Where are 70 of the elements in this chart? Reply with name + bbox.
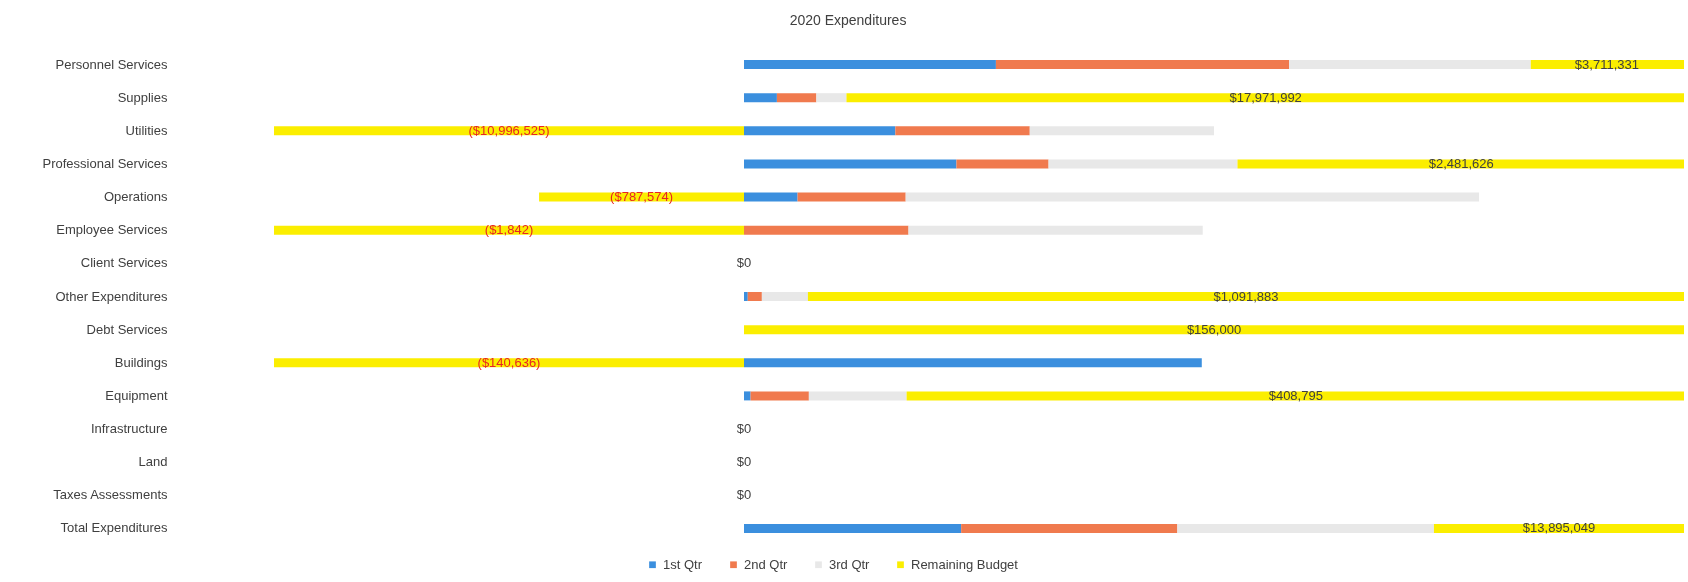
y-tick-label: Land	[138, 454, 168, 470]
annotation: $0	[736, 255, 752, 271]
bar	[744, 325, 1684, 335]
y-tick-label: Professional Services	[42, 155, 168, 171]
bar	[1237, 159, 1684, 169]
bar	[956, 159, 1049, 169]
annotation: ($140,636)	[477, 354, 541, 370]
legend-label: Remaining Budget	[911, 556, 1019, 572]
bar	[744, 523, 962, 533]
annotation: $156,000	[1186, 321, 1242, 337]
annotation: $0	[736, 421, 752, 437]
legend-label: 1st Qtr	[663, 556, 703, 572]
y-tick-label: Utilities	[125, 122, 168, 138]
chart-title: 2020 Expenditures	[789, 12, 907, 28]
bar	[744, 159, 957, 169]
bar	[744, 192, 798, 202]
bar	[1177, 523, 1434, 533]
annotation: $408,795	[1268, 387, 1323, 403]
y-tick-label: Debt Services	[86, 321, 168, 337]
bar	[1029, 126, 1214, 136]
bar	[744, 60, 996, 70]
bar	[808, 391, 907, 401]
y-tick-label: Other Expenditures	[55, 288, 168, 304]
y-tick-label: Equipment	[105, 387, 168, 403]
y-tick-label: Total Expenditures	[60, 520, 168, 536]
bar	[747, 292, 762, 301]
annotation: $2,481,626	[1428, 155, 1494, 171]
bar	[1289, 60, 1531, 70]
annotation: $1,091,883	[1213, 288, 1279, 304]
y-tick-label: Operations	[103, 189, 168, 205]
y-tick-label: Client Services	[80, 255, 168, 271]
y-tick-label: Taxes Assessments	[53, 487, 168, 503]
legend-label: 3rd Qtr	[829, 556, 871, 572]
bar	[744, 358, 1202, 368]
bar	[744, 93, 777, 103]
bar	[961, 523, 1178, 533]
legend-label: 2nd Qtr	[744, 556, 789, 572]
bar	[744, 292, 748, 301]
annotation: ($10,996,525)	[468, 122, 550, 138]
bar	[1048, 159, 1238, 169]
bar	[995, 60, 1290, 70]
annotation: $0	[736, 487, 752, 503]
annotation: $17,971,992	[1229, 89, 1302, 105]
bar	[750, 391, 809, 401]
bar	[274, 358, 744, 368]
annotation: $3,711,331	[1574, 56, 1639, 72]
bar	[776, 93, 817, 103]
bar	[274, 126, 744, 136]
y-tick-label: Personnel Services	[55, 56, 168, 72]
bar	[906, 391, 1684, 401]
y-tick-label: Supplies	[117, 89, 168, 105]
y-tick-label: Buildings	[114, 354, 168, 370]
bar	[797, 192, 906, 202]
bar	[905, 192, 1480, 202]
annotation: $0	[736, 454, 752, 470]
bar	[744, 225, 909, 235]
annotation: ($1,842)	[484, 222, 534, 238]
bar	[761, 292, 808, 301]
y-tick-label: Employee Services	[56, 222, 168, 238]
bar	[744, 391, 751, 401]
bar	[908, 225, 1203, 235]
annotation: ($787,574)	[610, 189, 673, 205]
bar	[816, 93, 847, 103]
bar	[744, 126, 896, 136]
bar	[895, 126, 1030, 136]
bar	[274, 225, 744, 235]
bar	[807, 292, 1684, 301]
annotation: $13,895,049	[1522, 520, 1596, 536]
y-tick-label: Infrastructure	[90, 421, 168, 437]
bar	[846, 93, 1684, 103]
